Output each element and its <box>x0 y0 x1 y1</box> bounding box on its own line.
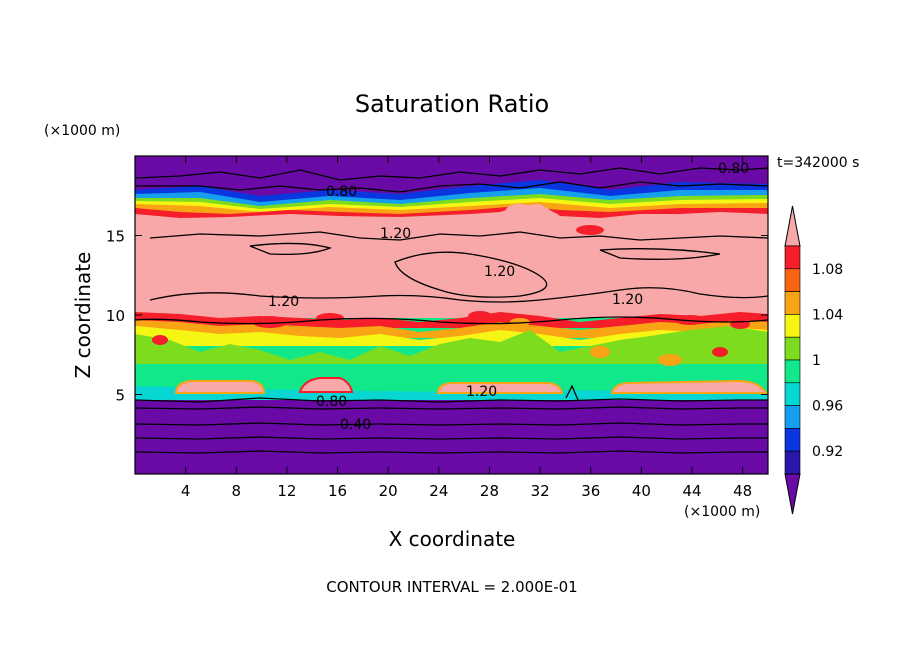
x-tick-label: 44 <box>682 482 701 500</box>
colorbar-extend-low <box>784 473 801 515</box>
colorbar-label: 1.08 <box>812 262 843 278</box>
colorbar-swatch <box>784 428 801 452</box>
colorbar-swatch <box>784 336 801 361</box>
contour-label-group: 0.80 0.80 1.20 1.20 1.20 1.20 1.20 0.80 … <box>268 161 749 433</box>
y-tick-label: 15 <box>106 228 125 246</box>
x-tick-label: 48 <box>733 482 752 500</box>
colorbar-swatch <box>784 405 801 429</box>
x-tick-label: 4 <box>181 482 191 500</box>
chart-title: Saturation Ratio <box>355 90 549 118</box>
field-lower-yellow <box>135 326 768 346</box>
field-lens-3 <box>610 379 768 394</box>
field-band-pink <box>135 204 768 240</box>
contour-label: 0.40 <box>340 417 371 433</box>
colorbar: 1.08 1.04 1 0.96 0.92 <box>784 205 843 515</box>
field-lower-red <box>135 312 768 328</box>
contour-label: 0.80 <box>316 394 347 410</box>
colorbar-extend-high <box>784 205 801 247</box>
colorbar-swatch <box>784 314 801 338</box>
colorbar-swatch <box>784 268 801 292</box>
x-tick-label: 32 <box>531 482 550 500</box>
contour-interval-note: CONTOUR INTERVAL = 2.000E-01 <box>326 578 577 596</box>
colorbar-swatch <box>784 245 801 270</box>
field-layer-lower-dry <box>135 397 768 474</box>
field-lens-4 <box>298 377 354 393</box>
y-axis: 5 10 15 <box>106 228 768 405</box>
field-lens-1 <box>174 380 266 394</box>
x-tick-label: 24 <box>429 482 448 500</box>
colorbar-swatch <box>784 382 801 406</box>
y-tick-label: 10 <box>106 307 125 325</box>
y-axis-label: Z coordinate <box>71 252 95 379</box>
colorbar-label: 0.96 <box>812 399 843 415</box>
colorbar-label: 1 <box>812 353 821 369</box>
contour-label: 1.20 <box>484 264 515 280</box>
field-lower-green <box>135 326 768 364</box>
x-axis-label: X coordinate <box>389 527 516 551</box>
x-tick-label: 20 <box>379 482 398 500</box>
field-lower-orange <box>135 320 768 338</box>
colorbar-swatch <box>784 291 801 315</box>
contour-label: 1.20 <box>268 294 299 310</box>
x-tick-label: 40 <box>632 482 651 500</box>
contour-label: 0.80 <box>326 184 357 200</box>
x-tick-label: 16 <box>328 482 347 500</box>
x-tick-label: 28 <box>480 482 499 500</box>
x-unit-label: (×1000 m) <box>684 504 760 520</box>
saturation-field: 0.80 0.80 1.20 1.20 1.20 1.20 1.20 0.80 … <box>135 156 768 474</box>
field-layer-supersaturated <box>135 228 768 318</box>
contour-label: 1.20 <box>466 384 497 400</box>
colorbar-label: 0.92 <box>812 444 843 460</box>
colorbar-swatch <box>784 359 801 384</box>
contour-label: 0.80 <box>718 161 749 177</box>
x-axis: 4 8 12 16 20 24 28 32 36 40 44 48 <box>181 156 752 500</box>
y-unit-label: (×1000 m) <box>44 123 120 139</box>
colorbar-label: 1.04 <box>812 307 843 323</box>
x-tick-label: 12 <box>277 482 296 500</box>
field-lens-2 <box>436 382 564 394</box>
contour-label: 1.20 <box>380 226 411 242</box>
x-tick-label: 8 <box>232 482 242 500</box>
contour-label: 1.20 <box>612 292 643 308</box>
field-blobs <box>152 204 750 366</box>
y-tick-label: 5 <box>115 387 125 405</box>
colorbar-swatch <box>784 450 801 475</box>
time-label: t=342000 s <box>777 155 859 171</box>
x-tick-label: 36 <box>581 482 600 500</box>
contour-lines <box>135 167 768 454</box>
